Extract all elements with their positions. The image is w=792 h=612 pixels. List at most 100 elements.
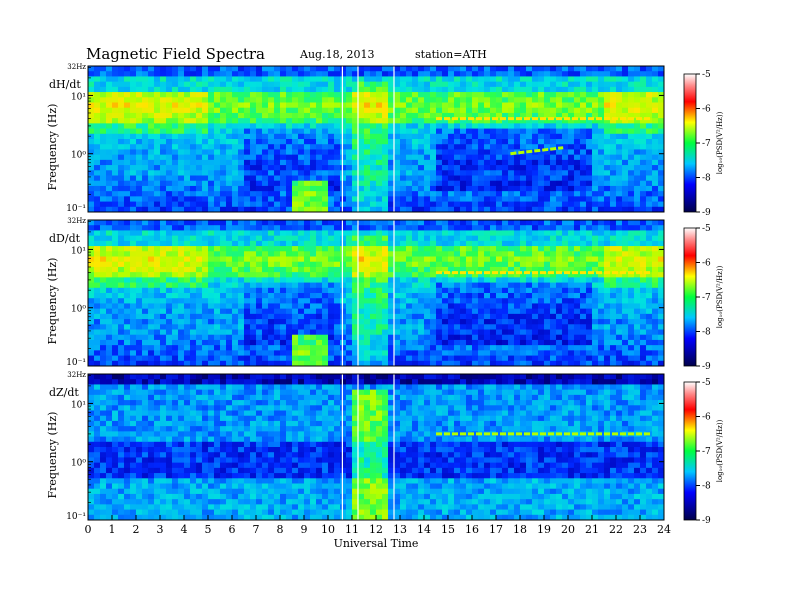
heatmap-cell [352, 107, 359, 114]
heatmap-cell [568, 196, 575, 202]
heatmap-cell [394, 313, 401, 320]
heatmap-cell [346, 339, 353, 346]
heatmap-cell [226, 97, 233, 103]
heatmap-cell [658, 71, 665, 77]
heatmap-cell [286, 256, 293, 263]
heatmap-cell [628, 107, 635, 114]
heatmap-cell [184, 159, 191, 166]
heatmap-cell [550, 159, 557, 166]
heatmap-cell [550, 144, 557, 150]
heatmap-cell [112, 118, 119, 124]
heatmap-cell [544, 287, 551, 294]
heatmap-cell [400, 71, 407, 77]
heatmap-cell [406, 128, 413, 135]
heatmap-cell [550, 251, 557, 257]
heatmap-cell [412, 71, 419, 77]
heatmap-cell [334, 303, 341, 310]
heatmap-cell [220, 128, 227, 135]
heatmap-cell [484, 66, 491, 72]
heatmap-cell [448, 251, 455, 257]
heatmap-cell [88, 225, 95, 231]
heatmap-cell [436, 139, 443, 145]
heatmap-cell [328, 196, 335, 202]
heatmap-cell [538, 235, 545, 242]
heatmap-cell [508, 225, 515, 231]
heatmap-cell [112, 159, 119, 166]
heatmap-cell [262, 235, 269, 242]
heatmap-cell [454, 118, 461, 124]
heatmap-cell [358, 71, 365, 77]
heatmap-cell [172, 149, 179, 156]
heatmap-cell [478, 170, 485, 176]
heatmap-cell [646, 191, 653, 197]
heatmap-cell [124, 97, 131, 103]
heatmap-cell [172, 185, 179, 192]
heatmap-cell [508, 92, 515, 98]
heatmap-cell [292, 107, 299, 114]
heatmap-cell [160, 206, 167, 213]
heatmap-cell [436, 191, 443, 197]
heatmap-cell [208, 266, 215, 273]
heatmap-cell [556, 355, 563, 362]
heatmap-cell [190, 339, 197, 346]
heatmap-cell [454, 246, 461, 252]
heatmap-cell [178, 256, 185, 263]
heatmap-cell [304, 206, 311, 213]
heatmap-cell [136, 251, 143, 257]
heatmap-cell [532, 246, 539, 252]
heatmap-cell [178, 185, 185, 192]
heatmap-cell [550, 123, 557, 129]
heatmap-cell [304, 293, 311, 299]
heatmap-cell [472, 355, 479, 362]
heatmap-cell [586, 112, 593, 119]
heatmap-cell [238, 313, 245, 320]
heatmap-cell [160, 220, 167, 226]
heatmap-cell [346, 298, 353, 304]
heatmap-cell [130, 71, 137, 77]
heatmap-cell [442, 220, 449, 226]
heatmap-cell [346, 133, 353, 140]
heatmap-cell [538, 191, 545, 197]
heatmap-cell [514, 123, 521, 129]
heatmap-cell [298, 235, 305, 242]
heatmap-cell [118, 185, 125, 192]
heatmap-cell [286, 287, 293, 294]
heatmap-cell [442, 170, 449, 176]
heatmap-cell [316, 139, 323, 145]
heatmap-cell [184, 230, 191, 237]
heatmap-cell [208, 149, 215, 156]
heatmap-cell [550, 128, 557, 135]
heatmap-cell [652, 97, 659, 103]
heatmap-cell [448, 308, 455, 315]
heatmap-cell [298, 149, 305, 156]
heatmap-cell [322, 107, 329, 114]
heatmap-cell [256, 76, 263, 83]
heatmap-cell [436, 175, 443, 182]
heatmap-cell [520, 287, 527, 294]
heatmap-cell [184, 345, 191, 351]
heatmap-cell [448, 350, 455, 356]
heatmap-cell [448, 123, 455, 129]
heatmap-cell [478, 139, 485, 145]
heatmap-cell [88, 81, 95, 88]
heatmap-cell [190, 149, 197, 156]
heatmap-cell [442, 180, 449, 187]
heatmap-cell [568, 154, 575, 161]
heatmap-cell [280, 154, 287, 161]
heatmap-cell [172, 139, 179, 145]
heatmap-cell [490, 246, 497, 252]
heatmap-cell [274, 159, 281, 166]
heatmap-cell [124, 329, 131, 336]
heatmap-cell [106, 128, 113, 135]
heatmap-cell [430, 313, 437, 320]
heatmap-cell [166, 287, 173, 294]
heatmap-cell [178, 339, 185, 346]
heatmap-cell [586, 92, 593, 98]
heatmap-cell [454, 261, 461, 268]
heatmap-cell [232, 360, 239, 367]
heatmap-cell [508, 303, 515, 310]
heatmap-cell [250, 308, 257, 315]
heatmap-cell [562, 170, 569, 176]
heatmap-cell [622, 206, 629, 213]
heatmap-cell [316, 196, 323, 202]
